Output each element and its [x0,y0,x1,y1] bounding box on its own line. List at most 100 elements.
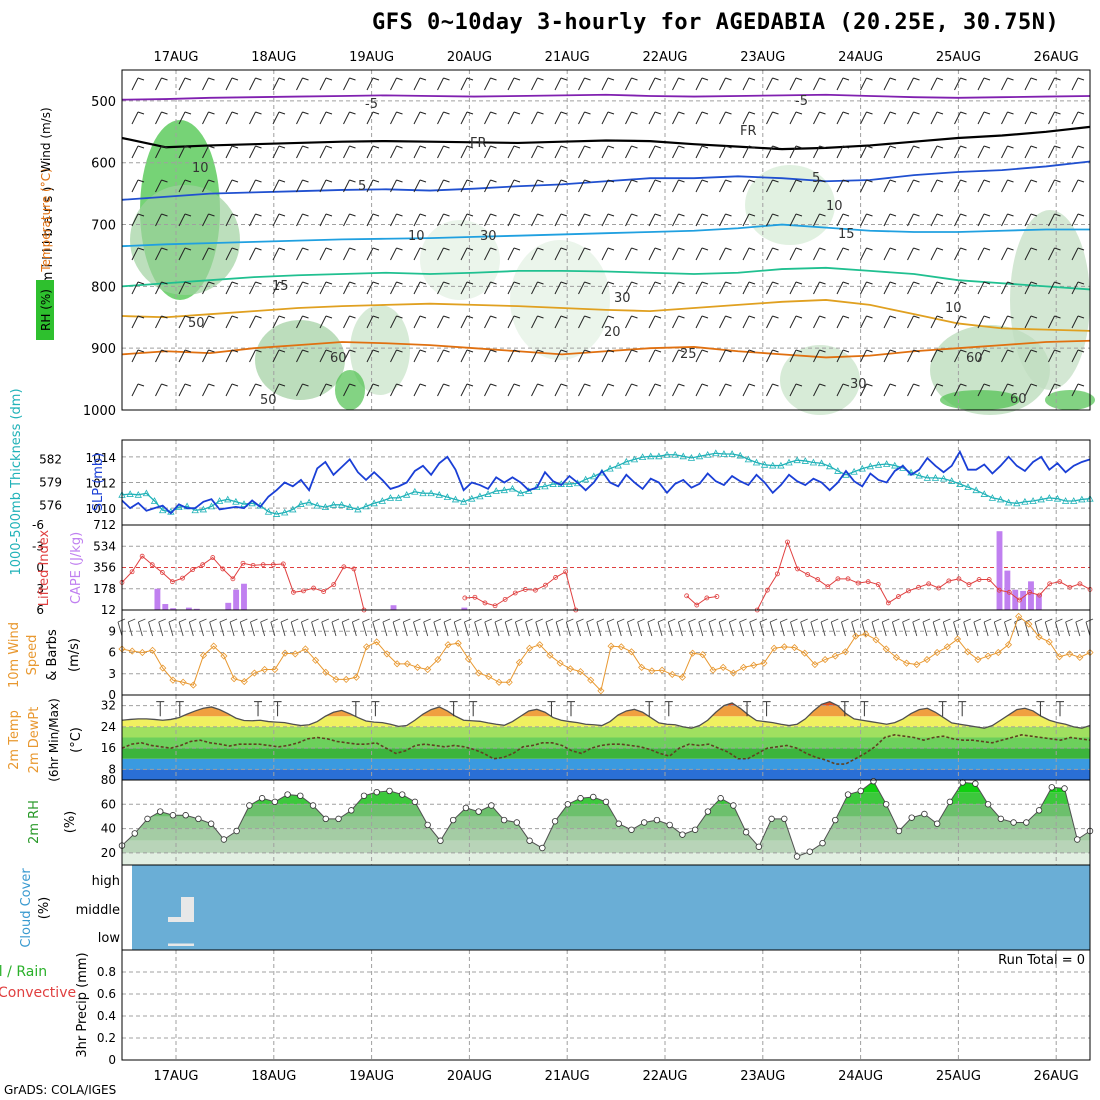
cloud-bg [132,865,1090,950]
contour-label: 10 [408,229,425,244]
wind-barb [343,281,356,295]
surface-wind-barb [871,618,880,637]
wind-barb [1048,111,1061,125]
temp-tick: 24 [101,720,116,734]
wind-barb [202,383,215,397]
surface-wind-barb [148,618,156,637]
wind-barb [766,315,779,329]
wind-barb [366,349,380,363]
wind-barb [695,315,709,329]
wind-barb [977,281,991,295]
thickness-point [370,499,378,507]
wind-speed-point [179,678,187,686]
wind-barb [766,77,779,91]
wind-barb [813,281,826,295]
li-point [1077,581,1083,587]
wind-barb [672,179,685,193]
wind-barb [742,77,756,91]
slp-tick: 1012 [85,477,116,491]
wind-barb [366,145,380,159]
precip-frame [121,949,1091,1061]
wind-barb [296,179,309,193]
wind-barb [131,179,145,193]
wind-barb [178,349,192,363]
thickness-point [1061,497,1070,504]
wind-barb [601,111,615,125]
surface-wind-barb [749,618,757,637]
wind-speed-point [739,663,748,671]
surface-wind-barb [963,618,971,637]
pressure-tick: 500 [91,95,116,110]
thickness-point [435,490,443,498]
thickness-point [541,482,549,490]
wind-speed-point [933,648,941,657]
wind-speed-point [1015,612,1023,620]
rh-shade [255,320,345,400]
wind-barb [155,383,168,397]
wind-barb [742,111,756,125]
temp-band [122,701,1090,706]
wind-barb [883,145,897,159]
temperature-contour [121,160,1091,201]
wind-barb [601,213,615,227]
li-point [200,562,206,568]
wind-barb [249,77,262,91]
wind-barb [1048,213,1061,227]
wind-barb [789,349,803,363]
wind-speed-point [403,660,411,668]
surface-wind-barb [718,618,727,637]
rh-axis-label: 2m RH [27,800,42,844]
wind-speed-point [444,641,452,649]
wind-barb [601,179,615,193]
wind-barb [507,145,521,159]
li-point [180,575,185,581]
wind-barb [155,315,168,329]
cloud-level-label: middle [76,903,120,918]
wind-barb [907,315,920,329]
wind-barb [272,281,286,295]
wind-barb [1071,349,1085,363]
wind-tick: 3 [108,667,116,681]
surface-wind-barb [586,618,594,637]
wind-barb [648,111,662,125]
surface-wind-barb [178,618,187,637]
thickness-point [793,456,801,464]
wind-speed-point [230,675,238,683]
thickness-point [411,487,419,495]
wind-barb [789,383,803,397]
surface-wind-barb [219,618,228,637]
thickness-point [565,480,574,487]
surface-wind-barb [983,618,992,637]
wind-barb [789,247,803,261]
date-label-top: 23AUG [740,50,785,65]
wind-barb [390,179,403,193]
thickness-point [346,503,354,511]
surface-wind-barb [321,618,329,637]
li-point [916,584,921,590]
rh-point [883,801,890,808]
thickness-point [964,483,972,491]
wind-speed-point [638,663,646,671]
rh-point [526,837,533,844]
wind-barb [1024,145,1038,159]
wind-barb [554,179,568,193]
thickness-point [948,477,956,484]
rh-point [1035,807,1043,814]
wind-barb [531,77,544,91]
wind-barb [413,247,427,261]
run-total: Run Total = 0 [998,953,1085,968]
cape-tick: 178 [93,582,116,596]
li-point [482,600,488,606]
wind-speed-point [495,678,503,686]
wind-speed-point [1076,653,1084,662]
wind-barb [883,247,897,261]
wind-barb [343,247,356,261]
thickness-point [671,450,679,458]
wind-barb [672,145,685,159]
thickness-point [126,490,134,497]
wind-barb [578,281,591,295]
rh-point [411,798,419,806]
wind-barb [719,145,732,159]
cape-bar [233,589,240,610]
thickness-point [801,457,809,464]
